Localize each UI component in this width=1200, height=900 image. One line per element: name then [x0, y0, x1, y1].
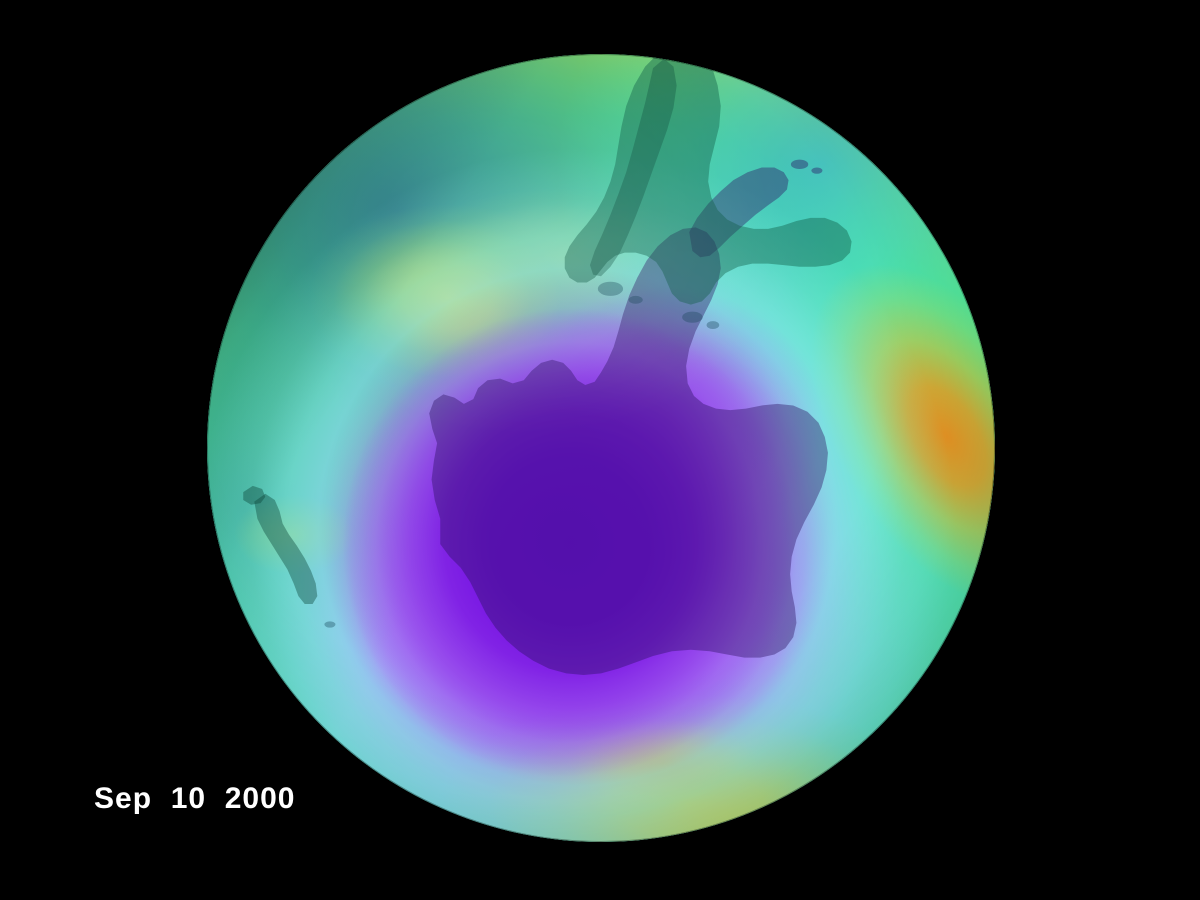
globe-rim-edge — [207, 54, 995, 842]
globe-container — [207, 54, 995, 842]
globe-limb-darkening — [207, 54, 995, 842]
earth-globe — [207, 54, 995, 842]
date-caption: Sep 10 2000 — [94, 782, 296, 815]
